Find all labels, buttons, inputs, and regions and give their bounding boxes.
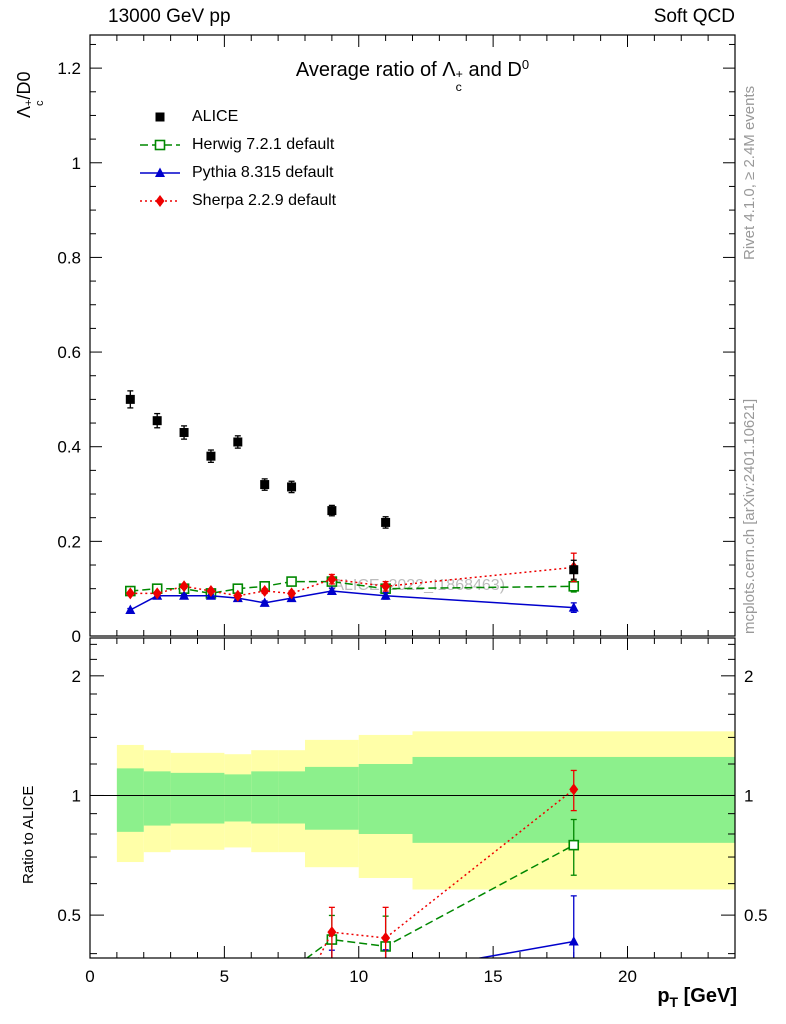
plot-title: Average ratio of Λ + c and D0 — [90, 57, 735, 94]
legend: ALICE Herwig 7.2.1 default Pythia 8.315 … — [138, 103, 336, 215]
legend-label-alice: ALICE — [192, 108, 239, 125]
legend-item-pythia: Pythia 8.315 default — [138, 159, 336, 187]
legend-label-herwig: Herwig 7.2.1 default — [192, 136, 335, 153]
y-axis-label-ratio: Ratio to ALICE — [20, 785, 37, 884]
legend-item-sherpa: Sherpa 2.2.9 default — [138, 187, 336, 215]
legend-item-alice: ALICE — [138, 103, 336, 131]
svg-text:5: 5 — [220, 967, 229, 986]
title-mid: and — [462, 59, 508, 82]
d-symbol: D — [507, 59, 522, 82]
process-group-label: Soft QCD — [653, 6, 735, 27]
ylabel-lambda: Λ — [14, 105, 34, 118]
title-prefix: Average ratio of — [295, 59, 443, 82]
svg-text:20: 20 — [618, 967, 637, 986]
d-superscript: 0 — [521, 57, 530, 72]
alice-marker-icon — [138, 108, 182, 126]
y-axis-label-main: Λ + c/D0 — [14, 71, 47, 118]
xlabel-subscript: T — [669, 993, 679, 1010]
pythia-marker-icon — [138, 164, 182, 182]
svg-text:2: 2 — [72, 667, 81, 686]
svg-text:0.4: 0.4 — [57, 438, 81, 457]
legend-item-herwig: Herwig 7.2.1 default — [138, 131, 336, 159]
sherpa-marker-icon — [138, 192, 182, 210]
lambda-superscript: + — [455, 67, 463, 82]
svg-text:1: 1 — [72, 154, 81, 173]
analysis-id-watermark: (ALICE_2022_I1868463) — [328, 577, 506, 594]
svg-text:1: 1 — [72, 786, 81, 805]
svg-text:0.5: 0.5 — [57, 906, 81, 925]
svg-text:0.5: 0.5 — [744, 906, 768, 925]
svg-text:2: 2 — [744, 667, 753, 686]
svg-text:0.2: 0.2 — [57, 532, 81, 551]
xlabel-unit: [GeV] — [678, 985, 737, 1007]
mcplots-reference-note: mcplots.cern.ch [arXiv:2401.10621] — [741, 398, 758, 634]
svg-text:0: 0 — [72, 627, 81, 646]
ylabel-lambda-sub: c — [34, 100, 47, 106]
lambda-symbol: Λ — [442, 59, 456, 82]
svg-text:0.6: 0.6 — [57, 343, 81, 362]
lambda-subscript: c — [455, 80, 462, 94]
lambda-subsup: + c — [456, 68, 463, 93]
ylabel-lambda-subsup: + c — [23, 99, 47, 106]
xlabel-p: p — [657, 985, 670, 1007]
x-axis-label: pT [GeV] — [657, 985, 737, 1010]
svg-text:0.8: 0.8 — [57, 248, 81, 267]
svg-text:1: 1 — [744, 786, 753, 805]
beam-energy-label: 13000 GeV pp — [108, 6, 231, 27]
rivet-version-note: Rivet 4.1.0, ≥ 2.4M events — [741, 85, 758, 260]
svg-text:10: 10 — [349, 967, 368, 986]
legend-label-sherpa: Sherpa 2.2.9 default — [192, 192, 337, 209]
svg-text:15: 15 — [484, 967, 503, 986]
legend-label-pythia: Pythia 8.315 default — [192, 164, 334, 181]
svg-text:0: 0 — [85, 967, 94, 986]
herwig-marker-icon — [138, 136, 182, 154]
ylabel-rest: /D0 — [14, 71, 34, 100]
svg-text:1.2: 1.2 — [57, 59, 81, 78]
